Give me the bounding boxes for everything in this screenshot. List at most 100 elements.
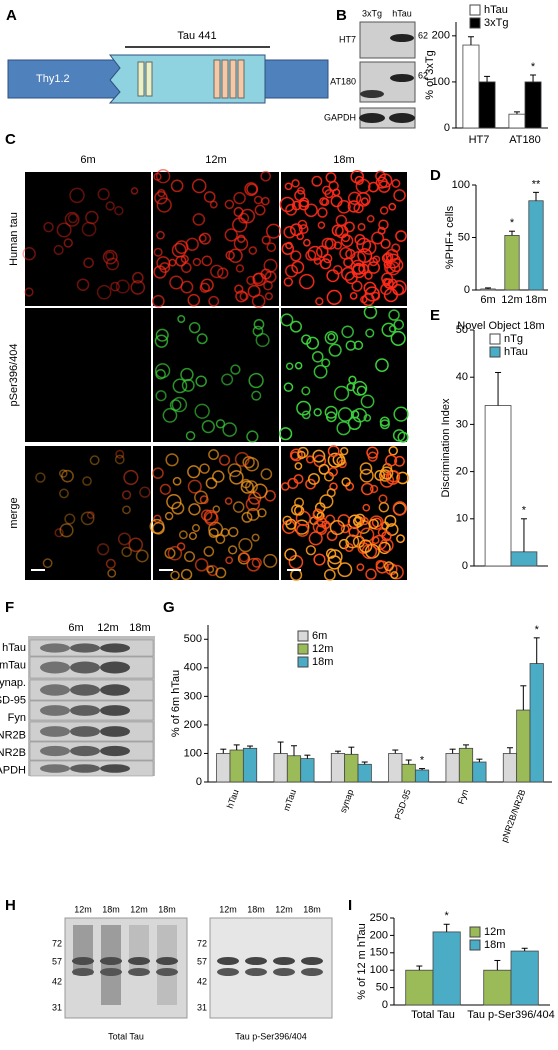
band: [217, 957, 239, 965]
lane-label: 12m: [130, 904, 148, 914]
cell: [395, 230, 407, 242]
cell: [362, 503, 371, 512]
lane-label: 18m: [158, 904, 176, 914]
cell: [349, 291, 358, 300]
marker-label: 42: [52, 976, 62, 986]
cell: [341, 477, 351, 487]
cell: [382, 277, 391, 287]
cell: [64, 513, 76, 525]
x-tick-label: HT7: [469, 134, 490, 146]
x-tick-label: hTau: [225, 788, 241, 810]
legend-swatch: [469, 926, 481, 938]
cell: [313, 408, 322, 417]
cell: [366, 215, 375, 223]
cell: [305, 249, 317, 261]
cell: [396, 534, 405, 544]
cell: [96, 284, 112, 300]
cell: [252, 483, 268, 499]
cell: [59, 523, 74, 538]
cell: [232, 501, 245, 513]
cell: [59, 488, 69, 499]
cell: [232, 217, 248, 233]
error-bar: [530, 74, 537, 82]
band: [273, 968, 295, 976]
bar: [344, 753, 359, 783]
cell: [154, 363, 171, 379]
bar: [357, 763, 372, 783]
cell: [298, 224, 309, 234]
cell: [283, 382, 294, 392]
micrograph: [279, 305, 409, 443]
legend-label: 6m: [312, 630, 327, 642]
cell: [290, 250, 302, 262]
cell: [248, 372, 264, 389]
annotation: *: [510, 217, 515, 229]
cell: [105, 251, 115, 261]
y-axis-label: Discrimination Index: [440, 398, 452, 498]
cell: [364, 286, 380, 302]
error-bar: [348, 746, 355, 755]
cell: [387, 470, 400, 483]
cell: [356, 563, 365, 572]
error-bar: [416, 965, 423, 971]
marker-label: 72: [197, 938, 207, 948]
cell: [369, 484, 379, 494]
cell: [391, 179, 401, 188]
y-tick-label: 0: [464, 284, 470, 296]
bar: [516, 709, 531, 783]
cell: [115, 449, 125, 459]
legend-label: 12m: [312, 643, 333, 655]
cell: [172, 378, 188, 394]
band: [40, 745, 70, 757]
cell: [291, 200, 302, 211]
y-tick-label: 0: [444, 122, 450, 134]
cell: [358, 539, 373, 553]
bar: [529, 663, 544, 783]
cell: [233, 206, 244, 218]
legend-label: 12m: [484, 926, 505, 938]
marker-label: 42: [197, 976, 207, 986]
bar: [502, 753, 518, 783]
bar: [445, 753, 460, 783]
band: [70, 661, 100, 674]
cell: [363, 414, 372, 422]
cell: [195, 375, 207, 387]
cell: [210, 264, 224, 279]
cell: [167, 546, 183, 561]
promoter-label: Thy1.2: [36, 73, 70, 85]
cell: [380, 466, 394, 480]
cell: [344, 271, 358, 285]
cell: [379, 206, 389, 215]
cell: [260, 468, 273, 480]
band: [100, 745, 130, 757]
cell: [394, 455, 405, 467]
cell: [86, 511, 95, 520]
error-bar: [484, 75, 491, 82]
cell: [169, 275, 184, 290]
band: [217, 968, 239, 976]
bar: [242, 747, 258, 783]
column-label: 18m: [333, 154, 354, 166]
annotation: *: [531, 61, 536, 73]
y-tick-label: 100: [432, 76, 450, 88]
panel-letter: G: [163, 599, 175, 616]
bar: [472, 761, 487, 783]
cell: [212, 505, 221, 513]
smear: [101, 925, 121, 1005]
micrograph: [279, 169, 407, 307]
image-bg: [153, 308, 279, 442]
cell: [332, 264, 343, 275]
bar: [480, 288, 496, 291]
cell: [130, 187, 139, 195]
panel-letter: B: [336, 7, 347, 24]
cell: [117, 532, 131, 546]
cell: [392, 429, 406, 442]
cell: [76, 278, 90, 292]
cell: [378, 469, 392, 482]
cell: [305, 545, 317, 556]
cell: [381, 531, 392, 542]
cell: [224, 199, 235, 210]
cell: [333, 241, 343, 250]
exon: [145, 61, 153, 97]
